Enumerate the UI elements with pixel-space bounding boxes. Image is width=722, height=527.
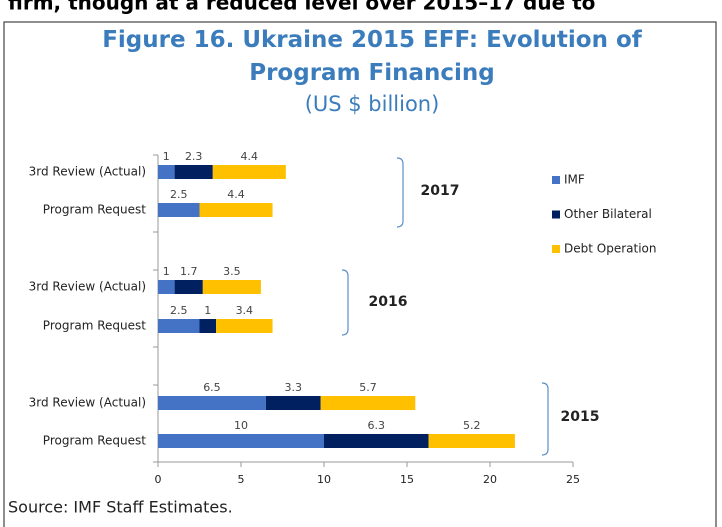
value-label: 5.7 bbox=[359, 381, 377, 394]
bar-segment bbox=[174, 280, 203, 294]
group-label: 2016 bbox=[369, 294, 408, 310]
value-label: 6.5 bbox=[203, 381, 221, 394]
value-label: 1 bbox=[163, 265, 170, 278]
x-tick-label: 25 bbox=[566, 473, 580, 486]
bar-segment bbox=[202, 280, 261, 294]
group-label: 2017 bbox=[421, 183, 460, 199]
bar-segment bbox=[158, 165, 175, 179]
x-tick-label: 15 bbox=[400, 473, 414, 486]
y-tick-label: Program Request bbox=[43, 203, 146, 217]
bar-segment bbox=[174, 165, 213, 179]
bar-segment bbox=[158, 396, 266, 410]
legend-label: Other Bilateral bbox=[564, 207, 652, 221]
y-tick-label: 3rd Review (Actual) bbox=[29, 165, 146, 179]
value-label: 3.3 bbox=[285, 381, 303, 394]
y-tick-label: 3rd Review (Actual) bbox=[29, 396, 146, 410]
value-label: 2.5 bbox=[170, 188, 188, 201]
value-label: 3.4 bbox=[236, 304, 254, 317]
bar-segment bbox=[158, 280, 175, 294]
y-ticks bbox=[153, 154, 158, 463]
legend-swatch bbox=[552, 210, 560, 219]
source: Source: IMF Staff Estimates. bbox=[8, 498, 233, 517]
legend-label: Debt Operation bbox=[564, 242, 656, 256]
brackets bbox=[341, 157, 549, 456]
value-label: 1 bbox=[163, 150, 170, 163]
bar-segment bbox=[320, 396, 416, 410]
value-label: 5.2 bbox=[463, 419, 481, 432]
x-tick-label: 10 bbox=[317, 473, 331, 486]
x-tick-label: 5 bbox=[238, 473, 245, 486]
header-text: firm, though at a reduced level over 201… bbox=[8, 0, 595, 15]
bar-segment bbox=[265, 396, 321, 410]
value-label: 4.4 bbox=[241, 150, 259, 163]
legend-swatch bbox=[552, 176, 560, 184]
chart-title: Figure 16. Ukraine 2015 EFF: Evolution o… bbox=[102, 27, 642, 86]
bar-segment bbox=[199, 203, 273, 217]
bar-segment bbox=[324, 434, 429, 448]
bar-segment bbox=[199, 319, 217, 333]
value-label: 1.7 bbox=[180, 265, 198, 278]
value-label: 2.3 bbox=[185, 150, 203, 163]
value-label: 1 bbox=[204, 304, 211, 317]
bar-segment bbox=[158, 203, 200, 217]
value-label: 3.5 bbox=[223, 265, 241, 278]
bar-segment bbox=[212, 165, 286, 179]
bar-segment bbox=[158, 434, 324, 448]
value-label: 2.5 bbox=[170, 304, 188, 317]
legend-swatch bbox=[552, 245, 560, 253]
legend-label: IMF bbox=[564, 173, 585, 187]
bar-segment bbox=[158, 319, 200, 333]
group-label: 2015 bbox=[561, 409, 600, 425]
frame bbox=[3, 21, 717, 527]
y-tick-label: 3rd Review (Actual) bbox=[29, 280, 146, 294]
y-tick-label: Program Request bbox=[43, 434, 146, 448]
value-label: 6.3 bbox=[368, 419, 386, 432]
value-label: 10 bbox=[234, 419, 248, 432]
x-tick-label: 0 bbox=[155, 473, 162, 486]
bar-segment bbox=[216, 319, 273, 333]
y-tick-label: Program Request bbox=[43, 319, 146, 333]
value-label: 4.4 bbox=[227, 188, 245, 201]
x-tick-label: 20 bbox=[483, 473, 497, 486]
bar-segment bbox=[428, 434, 515, 448]
chart-subtitle: (US $ billion) bbox=[304, 92, 440, 116]
